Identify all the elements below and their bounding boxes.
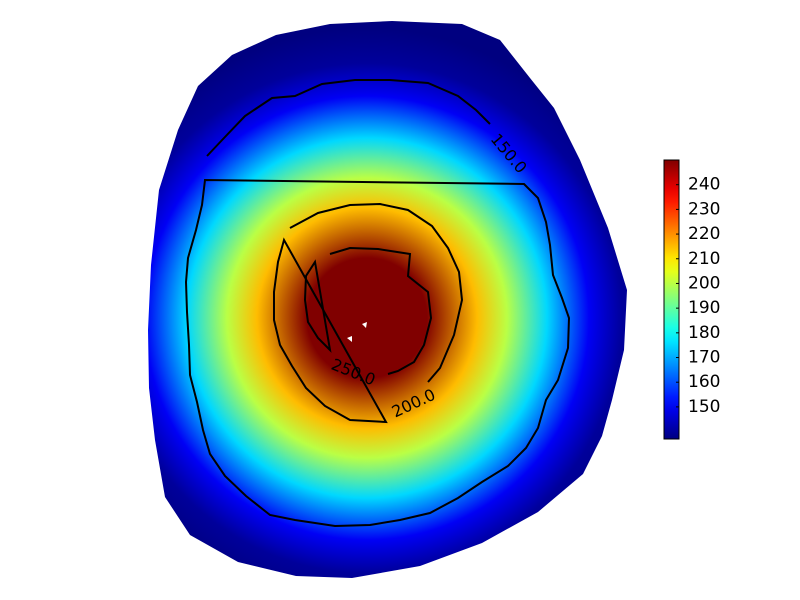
- center-marker: [362, 322, 367, 328]
- colorbar-tick-label: 170: [688, 348, 720, 368]
- colorbar-tick-label: 210: [688, 249, 720, 269]
- plot-area: 150.0 200.0 250.0: [148, 21, 627, 578]
- colorbar-gradient-bar: [663, 159, 680, 440]
- contour-line-250: [303, 246, 433, 375]
- center-marker: [347, 336, 352, 342]
- colorbar-tick-label: 200: [688, 273, 720, 293]
- colorbar-tick-label: 230: [688, 199, 720, 219]
- contour-line-200: [273, 202, 464, 424]
- contour-line-150: [184, 79, 571, 528]
- contour-lines: [184, 79, 571, 528]
- colorbar-tick-label: 180: [688, 323, 720, 343]
- colorbar-tick-label: 150: [688, 397, 720, 417]
- colorbar-ticks: 150 160 170 180 190 200 210 220 230 240: [676, 175, 720, 417]
- colorbar-tick-label: 240: [688, 175, 720, 195]
- colorbar-tick-label: 160: [688, 372, 720, 392]
- heatmap-field: [148, 21, 627, 578]
- colorbar-tick-label: 220: [688, 224, 720, 244]
- colorbar-tick-label: 190: [688, 298, 720, 318]
- center-markers: [347, 322, 367, 342]
- colorbar: 150 160 170 180 190 200 210 220 230 240: [663, 159, 720, 440]
